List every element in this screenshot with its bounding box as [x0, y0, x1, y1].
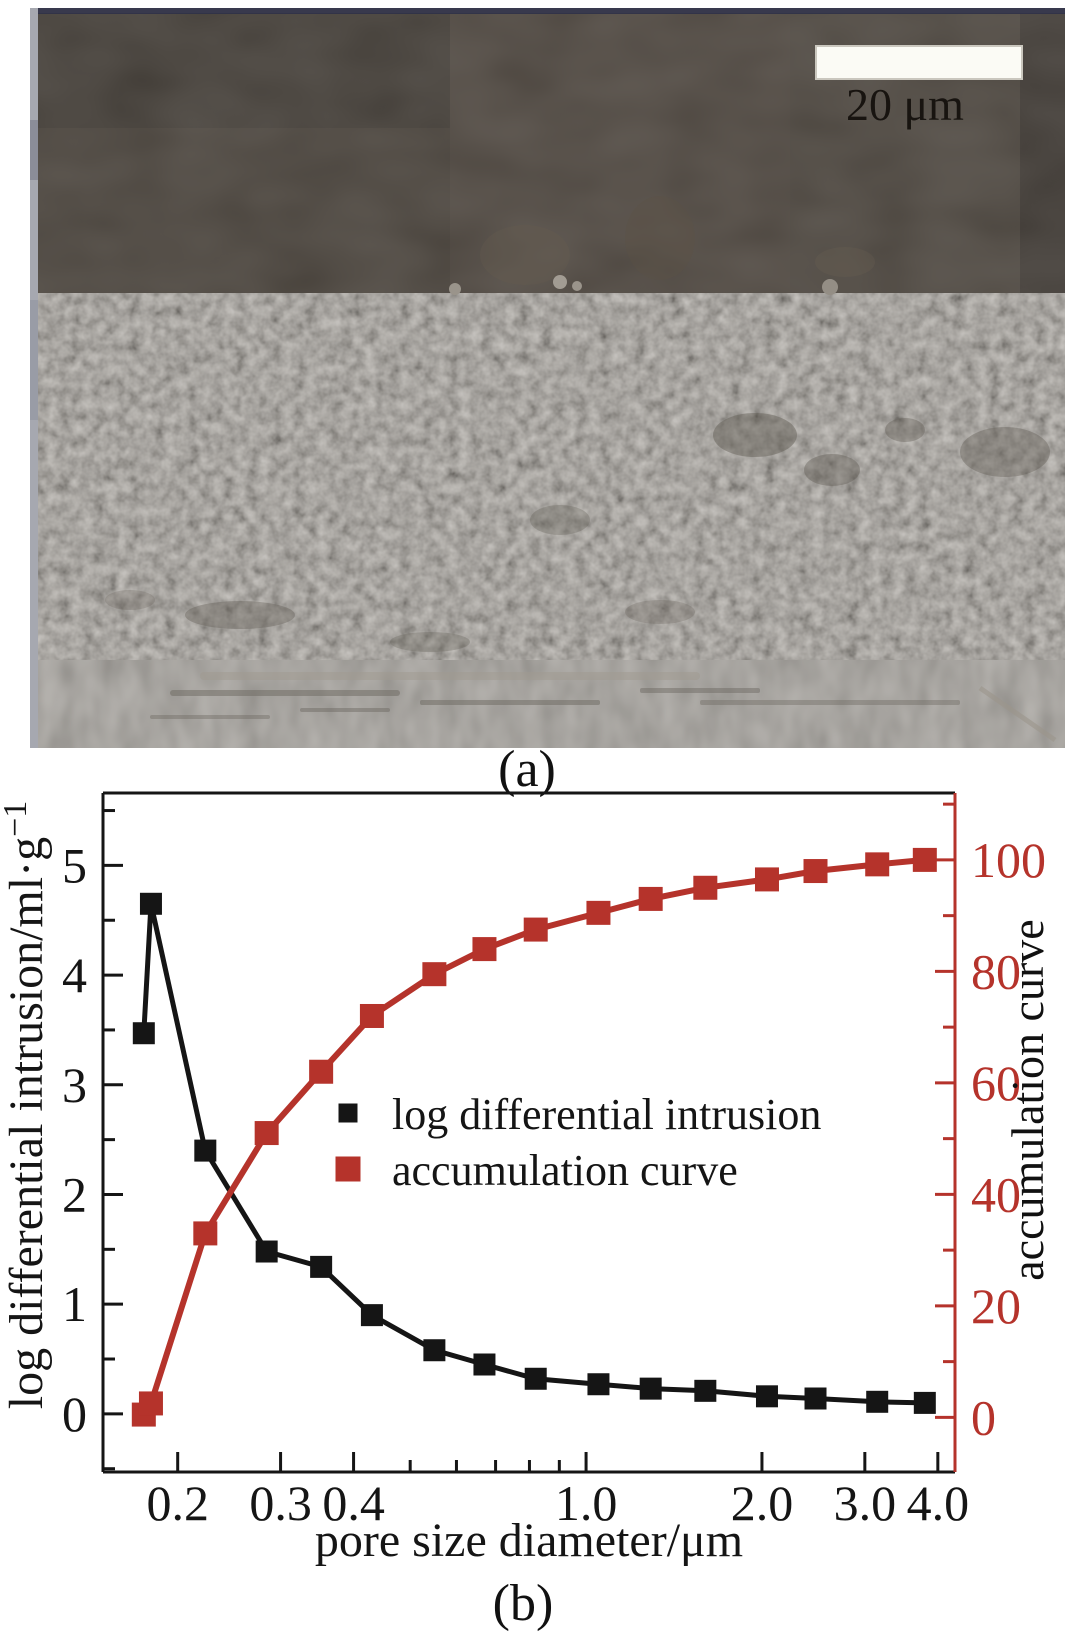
- data-point-log-differential-intrusion: [587, 1373, 610, 1396]
- tick-label-x: 0.2: [146, 1475, 209, 1531]
- sem-micrograph: 20 μm: [30, 8, 1065, 748]
- data-point-log-differential-intrusion: [866, 1390, 889, 1413]
- data-point-log-differential-intrusion: [255, 1240, 278, 1263]
- tick-label-y-left: 3: [62, 1057, 87, 1113]
- data-point-accumulation-curve: [693, 875, 718, 900]
- tick-label-y-right: 20: [971, 1278, 1021, 1334]
- tick-label-x: 3.0: [834, 1475, 897, 1531]
- tick-label-x: 2.0: [731, 1475, 794, 1531]
- legend-swatch: [338, 1103, 358, 1123]
- tick-label-x: 0.3: [249, 1475, 312, 1531]
- data-point-accumulation-curve: [193, 1221, 218, 1246]
- data-point-accumulation-curve: [912, 847, 937, 872]
- data-point-accumulation-curve: [309, 1059, 334, 1084]
- legend-label: accumulation curve: [392, 1146, 738, 1195]
- scale-bar: [815, 45, 1023, 80]
- series-line-accumulation-curve: [141, 856, 926, 1417]
- tick-label-y-left: 2: [62, 1166, 87, 1222]
- data-point-log-differential-intrusion: [139, 892, 162, 915]
- legend-swatch: [335, 1156, 361, 1182]
- tick-label-y-left: 0: [62, 1386, 87, 1442]
- data-point-accumulation-curve: [254, 1121, 279, 1146]
- data-point-log-differential-intrusion: [755, 1385, 778, 1408]
- data-point-accumulation-curve: [523, 917, 548, 942]
- tick-label-y-right: 40: [971, 1166, 1021, 1222]
- data-point-log-differential-intrusion: [524, 1367, 547, 1390]
- tick-label-y-right: 80: [971, 943, 1021, 999]
- data-point-accumulation-curve: [754, 867, 779, 892]
- data-point-log-differential-intrusion: [804, 1387, 827, 1410]
- panel-b-label: (b): [492, 1575, 554, 1632]
- data-point-log-differential-intrusion: [639, 1377, 662, 1400]
- data-point-log-differential-intrusion: [694, 1379, 717, 1402]
- data-point-accumulation-curve: [359, 1003, 384, 1028]
- data-point-log-differential-intrusion: [194, 1139, 217, 1162]
- data-point-accumulation-curve: [138, 1391, 163, 1416]
- scale-bar-label: 20 μm: [846, 79, 964, 130]
- tick-label-y-left: 5: [62, 837, 87, 893]
- data-point-accumulation-curve: [472, 937, 497, 962]
- series-line-log-differential-intrusion: [141, 903, 925, 1406]
- axis-label-x: pore size diameter/μm: [315, 1514, 743, 1567]
- data-point-log-differential-intrusion: [913, 1391, 936, 1414]
- tick-label-y-left: 4: [62, 947, 87, 1003]
- data-point-log-differential-intrusion: [360, 1304, 383, 1327]
- data-point-accumulation-curve: [803, 859, 828, 884]
- data-point-log-differential-intrusion: [473, 1353, 496, 1376]
- tick-label-y-left: 1: [62, 1276, 87, 1332]
- axis-label-y-left: log differential intrusion/ml·g−1: [0, 801, 53, 1410]
- tick-label-y-right: 60: [971, 1055, 1021, 1111]
- data-point-log-differential-intrusion: [310, 1255, 333, 1278]
- data-point-log-differential-intrusion: [132, 1022, 155, 1045]
- data-point-accumulation-curve: [865, 852, 890, 877]
- axis-label-y-right: accumulation curve: [1002, 919, 1053, 1280]
- data-point-log-differential-intrusion: [423, 1339, 446, 1362]
- data-point-accumulation-curve: [586, 900, 611, 925]
- legend-label: log differential intrusion: [392, 1090, 821, 1139]
- tick-label-x: 1.0: [555, 1475, 618, 1531]
- panel-a-label: (a): [498, 741, 556, 798]
- data-point-accumulation-curve: [422, 962, 447, 987]
- tick-label-y-right: 0: [971, 1389, 996, 1445]
- data-point-accumulation-curve: [638, 886, 663, 911]
- tick-label-x: 4.0: [907, 1475, 970, 1531]
- tick-label-y-right: 100: [971, 832, 1046, 888]
- tick-label-x: 0.4: [322, 1475, 385, 1531]
